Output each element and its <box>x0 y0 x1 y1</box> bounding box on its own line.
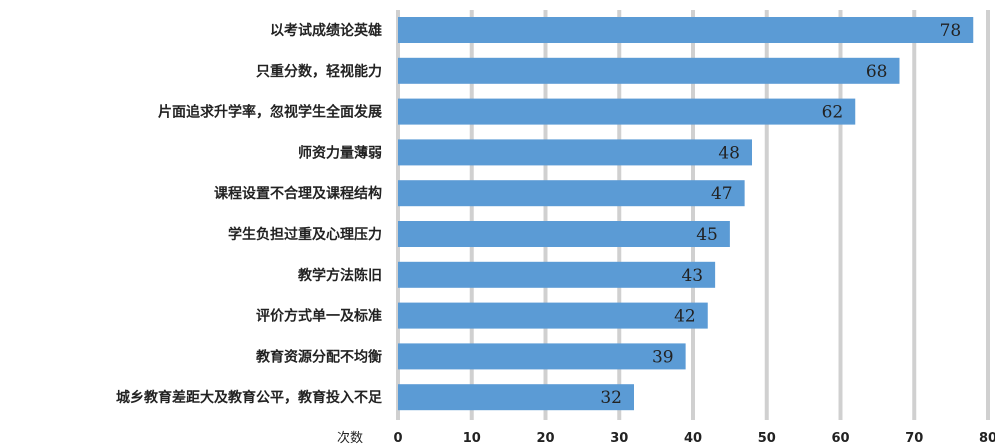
x-tick-label: 30 <box>610 431 628 446</box>
value-label: 48 <box>718 143 740 163</box>
value-label: 47 <box>711 184 733 204</box>
x-tick-label: 0 <box>393 431 402 446</box>
category-label: 课程设置不合理及课程结构 <box>214 185 382 202</box>
value-label: 39 <box>652 347 674 367</box>
bar <box>398 302 708 329</box>
category-label: 只重分数，轻视能力 <box>256 63 382 80</box>
x-tick-label: 10 <box>463 431 481 446</box>
value-label: 68 <box>866 62 888 82</box>
x-tick-labels: 0 10 20 30 40 50 60 70 80 <box>393 431 995 446</box>
category-label: 学生负担过重及心理压力 <box>228 226 382 243</box>
category-label: 城乡教育差距大及教育公平，教育投入不足 <box>116 389 383 406</box>
category-label: 师资力量薄弱 <box>298 144 382 161</box>
category-label: 评价方式单一及标准 <box>256 308 382 325</box>
category-label: 教学方法陈旧 <box>298 267 382 284</box>
category-label: 片面追求升学率，忽视学生全面发展 <box>158 104 382 121</box>
category-label: 教育资源分配不均衡 <box>256 348 382 365</box>
bar <box>398 57 900 84</box>
bar <box>398 343 686 370</box>
bars <box>398 17 974 411</box>
value-label: 43 <box>681 266 703 286</box>
x-axis-title: 次数 <box>337 430 363 446</box>
bar <box>398 17 974 43</box>
value-label: 32 <box>600 388 622 408</box>
bar <box>398 384 634 411</box>
category-label: 以考试成绩论英雄 <box>270 22 382 39</box>
bar <box>398 98 856 125</box>
x-tick-label: 80 <box>979 431 995 446</box>
bar <box>398 139 752 166</box>
x-tick-label: 60 <box>831 431 849 446</box>
value-label: 42 <box>674 307 696 327</box>
bar <box>398 261 716 288</box>
bar <box>398 180 745 207</box>
x-tick-label: 50 <box>758 431 776 446</box>
category-labels: 以考试成绩论英雄只重分数，轻视能力片面追求升学率，忽视学生全面发展师资力量薄弱课… <box>116 22 383 406</box>
x-tick-label: 70 <box>905 431 923 446</box>
value-label: 62 <box>822 103 844 123</box>
bar <box>398 221 730 247</box>
value-label: 45 <box>696 225 718 245</box>
value-label: 78 <box>940 21 962 41</box>
x-tick-label: 20 <box>536 431 554 446</box>
x-tick-label: 40 <box>684 431 702 446</box>
